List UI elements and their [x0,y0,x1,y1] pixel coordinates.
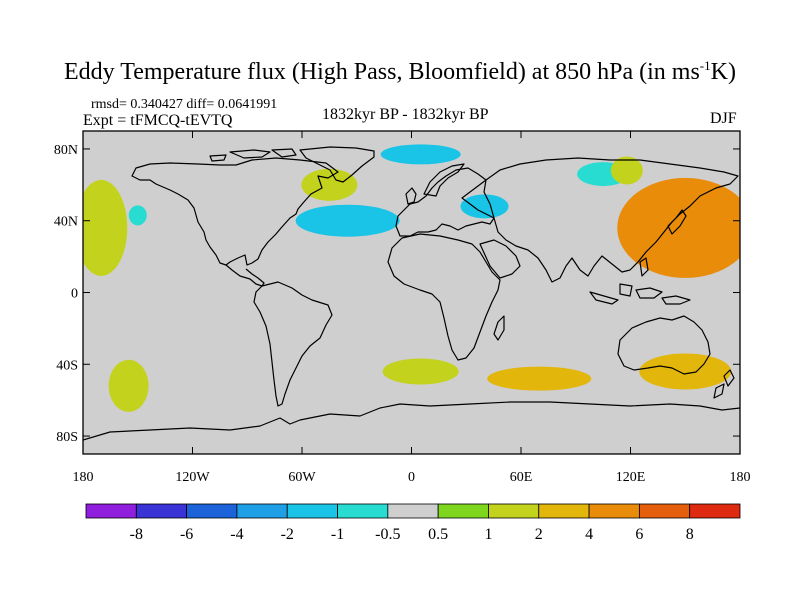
plot-title: Eddy Temperature flux (High Pass, Bloomf… [64,58,736,85]
colorbar-box [588,503,640,519]
colorbar-label: 6 [635,526,643,543]
x-tick-label: 180 [730,470,751,485]
anomaly-south-indian [487,366,592,391]
coastline-arabia [479,239,521,279]
coastline-antarctica [83,401,740,441]
coastline-japan [667,209,687,235]
colorbar-box [387,503,439,519]
axis-ticks: 180 120W 60W 0 60E 120E 180 80N 40N 0 40S 80S [54,131,751,485]
coastline-africa [387,233,501,361]
coastline-britain [405,187,417,205]
colorbar-label: 2 [535,526,543,543]
coastline-indonesia [589,257,691,305]
x-tick-label: 0 [408,470,415,485]
x-tick-label: 60E [510,470,533,485]
coastline-australia [617,315,711,375]
x-tick-label: 120E [616,470,646,485]
coastline-asia [483,157,739,283]
anomaly-kamchatka [610,156,643,185]
anomaly-south-atlantic [382,358,459,385]
y-tick-label: 40S [56,358,78,373]
coastline-europe [395,167,495,237]
anomaly-south-pacific [108,359,149,412]
anomaly-north-atlantic [295,204,400,237]
colorbar-box [186,503,238,519]
colorbar-box [337,503,389,519]
colorbar-label: -6 [180,526,193,543]
coastline-greenland [299,146,375,183]
anomaly-layer [83,144,740,412]
coastline-layer [83,146,740,441]
colorbar-box [85,503,137,519]
anomaly-north-pacific-east [83,179,128,276]
colorbar-box [488,503,540,519]
coastline-new-zealand [713,369,735,399]
colorbar-box [437,503,489,519]
colorbar-label: 8 [686,526,694,543]
coastline-madagascar [493,315,505,341]
colorbar-box [638,503,691,519]
colorbar-label: 0.5 [428,526,448,543]
anomaly-north-pacific-center [128,205,147,226]
anomaly-greenland-south [301,168,358,201]
x-tick-label: 60W [288,470,316,485]
colorbar-box [236,503,288,519]
coastline-central-america [225,264,265,287]
experiment-label: Expt = tFMCQ-tEVTQ [83,112,233,129]
colorbar-label: -1 [331,526,344,543]
colorbar-label: 4 [585,526,593,543]
y-tick-label: 0 [71,287,78,302]
anomaly-barents-sea [380,144,461,165]
colorbar-box [135,503,188,519]
anomaly-southern-australia [639,353,732,390]
colorbar: -8 -6 -4 -2 -1 -0.5 0.5 1 2 4 6 8 [85,503,741,543]
coastline-south-america [253,281,333,407]
colorbar-label: -2 [281,526,294,543]
colorbar-label: -0.5 [375,526,400,543]
coastline-arctic-islands [209,148,297,162]
stats-line: rmsd= 0.340427 diff= 0.0641991 [91,97,278,112]
y-tick-label: 80S [56,430,78,445]
colorbar-box [538,503,590,519]
season-label: DJF [710,110,737,127]
colorbar-label: -8 [130,526,143,543]
x-tick-label: 180 [73,470,94,485]
period-label: 1832kyr BP - 1832kyr BP [322,106,489,123]
coastline-scandinavia [423,163,465,197]
anomaly-black-sea [460,194,509,219]
x-tick-label: 120W [175,470,210,485]
y-tick-label: 40N [54,215,78,230]
colorbar-label: 1 [484,526,492,543]
colorbar-label: -4 [230,526,243,543]
colorbar-box [286,503,338,519]
colorbar-box [689,503,741,519]
coastline-north-america [131,157,339,266]
y-tick-label: 80N [54,143,78,158]
